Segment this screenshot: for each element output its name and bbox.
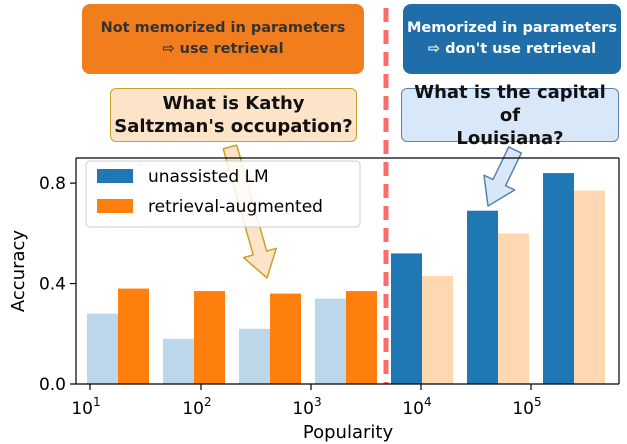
bar-retrieval xyxy=(118,288,149,384)
bar-unassisted xyxy=(543,173,574,384)
bar-retrieval xyxy=(346,291,377,384)
banner-not-memorized-line2: ⇨ use retrieval xyxy=(162,41,284,57)
question-right-line2: Louisiana? xyxy=(456,127,564,149)
legend: unassisted LM retrieval-augmented xyxy=(85,160,361,228)
banner-memorized-line1: Memorized in parameters xyxy=(406,20,618,36)
legend-swatch-unassisted xyxy=(97,169,133,183)
bar-retrieval xyxy=(422,276,453,384)
arrow-right xyxy=(483,146,523,207)
bar-unassisted xyxy=(315,298,346,384)
y-tick-label: 0.8 xyxy=(39,174,66,194)
axes-layer: 0.0 0.4 0.8 101 102 103 104 105 Popularity Accura… xyxy=(8,8,620,443)
bars-layer xyxy=(87,173,605,384)
question-left-line2: Saltzman's occupation? xyxy=(114,116,353,137)
bar-unassisted xyxy=(87,313,118,384)
question-right: What is the capital of Louisiana? xyxy=(401,82,619,149)
x-tick-label: 103 xyxy=(292,395,321,419)
y-tick-label: 0.0 xyxy=(39,375,66,395)
question-left: What is Kathy Saltzman's occupation? xyxy=(110,88,357,142)
bar-unassisted xyxy=(239,328,270,384)
bar-retrieval xyxy=(498,233,529,384)
banner-not-memorized: Not memorized in parameters ⇨ use retrie… xyxy=(82,4,364,74)
legend-label-retrieval: retrieval-augmented xyxy=(148,197,323,217)
banner-memorized-line2: ⇨ don't use retrieval xyxy=(427,41,597,57)
x-tick-label: 105 xyxy=(512,395,541,419)
question-left-line1: What is Kathy xyxy=(162,93,305,114)
bar-unassisted xyxy=(467,210,498,384)
bar-retrieval xyxy=(270,293,301,384)
y-axis-label: Accuracy xyxy=(8,230,29,313)
legend-swatch-retrieval xyxy=(97,199,133,213)
x-axis-label: Popularity xyxy=(303,422,394,443)
legend-frame xyxy=(85,160,361,228)
banner-not-memorized-line1: Not memorized in parameters xyxy=(100,20,346,36)
bar-unassisted xyxy=(163,338,194,384)
banner-memorized: Memorized in parameters ⇨ don't use retr… xyxy=(403,4,621,74)
bar-retrieval xyxy=(574,190,605,384)
x-tick-label: 104 xyxy=(402,395,431,419)
question-right-line1: What is the capital of xyxy=(414,81,606,126)
x-tick-label: 102 xyxy=(182,395,211,419)
bar-unassisted xyxy=(391,253,422,384)
x-tick-label: 101 xyxy=(71,395,100,419)
legend-label-unassisted: unassisted LM xyxy=(148,167,269,187)
y-tick-label: 0.4 xyxy=(39,275,66,295)
bar-retrieval xyxy=(194,291,225,384)
